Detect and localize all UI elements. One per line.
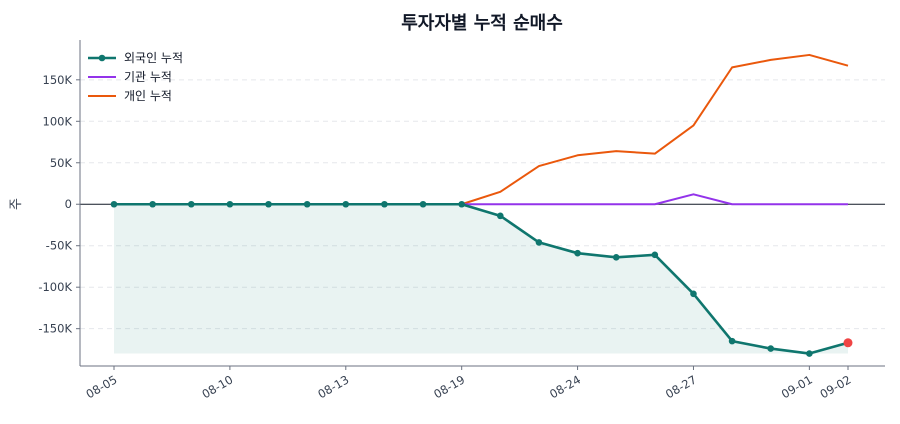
area-fill-layer xyxy=(114,204,848,354)
data-point xyxy=(535,239,543,246)
grid-lines xyxy=(80,79,885,330)
y-axis-label: 주 xyxy=(9,198,24,210)
data-point xyxy=(149,200,156,208)
x-tick-label: 08-19 xyxy=(431,372,467,401)
y-tick-label: -50K xyxy=(46,239,73,253)
series-line xyxy=(114,53,849,206)
data-point xyxy=(342,200,350,208)
legend-label: 기관 누적 xyxy=(124,70,172,84)
data-point xyxy=(612,254,620,261)
data-point xyxy=(381,200,388,208)
x-tick-label: 08-13 xyxy=(315,372,351,401)
y-tick-label: 50K xyxy=(50,156,73,170)
data-point xyxy=(110,200,118,208)
y-tick-label: 100K xyxy=(43,114,73,128)
last-data-point xyxy=(843,338,853,348)
x-tick-label: 08-24 xyxy=(547,372,583,401)
data-point xyxy=(651,251,659,259)
legend-marker xyxy=(98,54,106,62)
series-area-fill xyxy=(114,204,848,354)
x-tick-label: 08-27 xyxy=(663,372,699,401)
legend-label: 외국인 누적 xyxy=(124,51,183,65)
data-point xyxy=(806,350,813,357)
data-point xyxy=(226,200,234,208)
data-point xyxy=(574,249,581,257)
data-point xyxy=(497,212,504,220)
y-tick-label: -150K xyxy=(38,322,72,336)
data-point xyxy=(458,200,465,208)
series-layer xyxy=(110,53,853,357)
data-point xyxy=(265,200,272,208)
legend-label: 개인 누적 xyxy=(124,89,172,103)
y-tick-label: 0 xyxy=(65,197,72,211)
x-tick-label: 08-05 xyxy=(84,372,120,401)
series-line xyxy=(114,193,848,206)
x-tick-label: 08-10 xyxy=(199,372,235,401)
data-point xyxy=(728,337,736,345)
data-point xyxy=(187,200,195,208)
series-line xyxy=(114,202,849,355)
y-tick-label: -100K xyxy=(38,280,72,294)
y-tick-label: 150K xyxy=(43,73,73,87)
data-point xyxy=(303,200,311,208)
data-point xyxy=(419,200,427,208)
x-tick-label: 09-02 xyxy=(818,372,854,401)
x-tick-label: 09-01 xyxy=(779,372,815,401)
data-point xyxy=(690,290,697,298)
chart-title: 투자자별 누적 순매수 xyxy=(401,13,563,34)
data-point xyxy=(767,345,775,352)
